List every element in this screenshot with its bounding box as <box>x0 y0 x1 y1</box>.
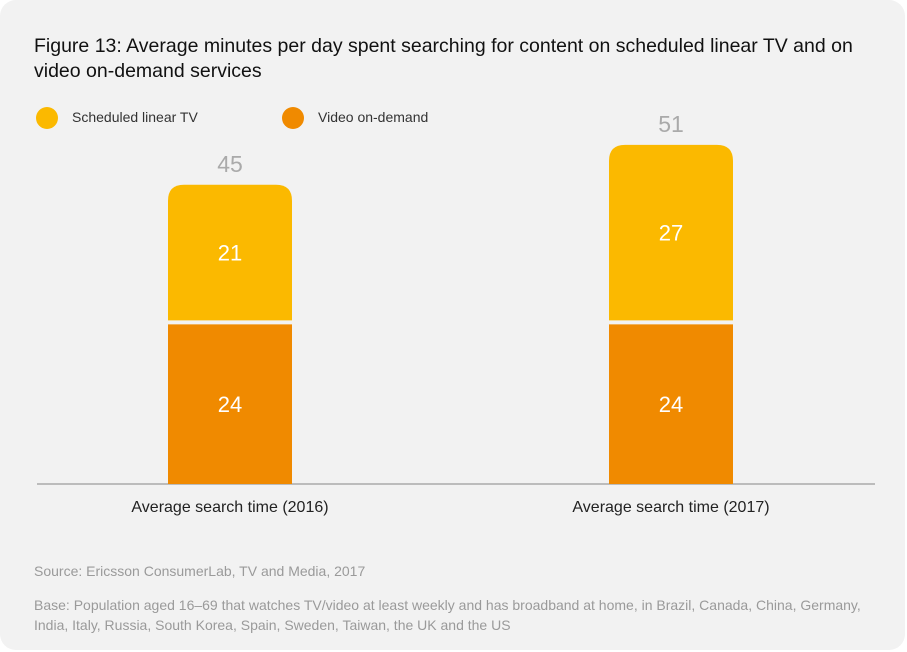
bar-video-on-demand-0 <box>168 324 292 484</box>
bar-label-scheduled-linear-tv-1: 27 <box>659 221 683 246</box>
stacked-bar-chart: 24 21 45 Average search time (2016) 24 27 51 Av… <box>37 111 875 516</box>
source-note: Source: Ericsson ConsumerLab, TV and Med… <box>34 563 366 579</box>
chart-title: Figure 13: Average minutes per day spent… <box>34 35 853 82</box>
legend-swatch-scheduled-linear-tv <box>36 107 58 129</box>
base-note: Base: Population aged 16–69 that watches… <box>34 597 861 633</box>
legend-swatch-video-on-demand <box>282 107 304 129</box>
bar-label-video-on-demand-0: 24 <box>218 392 242 417</box>
category-label-1: Average search time (2017) <box>572 499 769 516</box>
category-label-0: Average search time (2016) <box>131 499 328 516</box>
total-label-1: 51 <box>658 111 684 137</box>
bar-video-on-demand-1 <box>609 324 733 484</box>
legend-label-video-on-demand: Video on-demand <box>318 109 429 125</box>
bar-scheduled-linear-tv-1 <box>609 144 733 321</box>
bar-scheduled-linear-tv-0 <box>168 184 292 321</box>
bar-label-scheduled-linear-tv-0: 21 <box>218 241 242 266</box>
total-label-0: 45 <box>217 151 243 177</box>
bar-label-video-on-demand-1: 24 <box>659 392 683 417</box>
legend-label-scheduled-linear-tv: Scheduled linear TV <box>72 109 198 125</box>
